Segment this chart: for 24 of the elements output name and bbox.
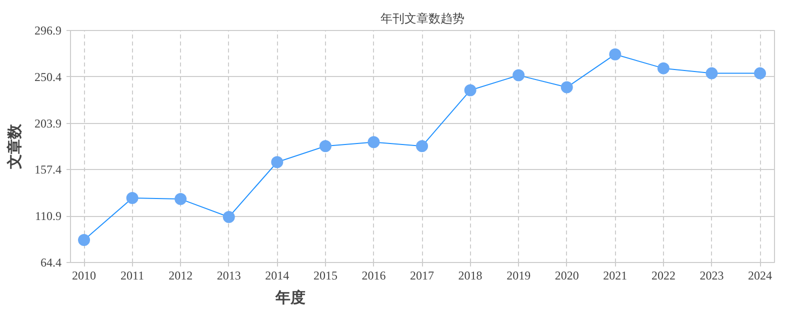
x-tick-label: 2017 [410,268,434,282]
y-tick-label: 64.4 [40,256,62,270]
x-tick-label: 2010 [72,268,96,282]
x-tick-label: 2021 [603,268,628,282]
x-tick-label: 2011 [120,268,144,282]
x-tick-label: 2019 [506,268,531,282]
x-tick-label: 2020 [554,268,579,282]
x-tick-label: 2013 [216,268,241,282]
chart-title: 年刊文章数趋势 [380,12,464,26]
y-tick-label: 296.9 [34,24,62,38]
y-tick-label: 203.9 [34,116,62,130]
x-tick-label: 2018 [458,268,482,282]
x-tick-label: 2024 [748,268,772,282]
y-axis-title: 文章数 [6,123,24,170]
x-tick-label: 2012 [168,268,193,282]
x-tick-label: 2016 [362,268,386,282]
x-axis-title: 年度 [274,288,306,306]
y-tick-label: 157.4 [34,162,62,177]
y-tick-label: 250.4 [34,70,62,84]
x-tick-label: 2022 [651,268,676,282]
x-tick-label: 2015 [313,268,338,282]
x-tick-label: 2014 [265,268,290,282]
y-tick-label: 110.9 [34,209,62,224]
x-tick-label: 2023 [700,268,724,282]
